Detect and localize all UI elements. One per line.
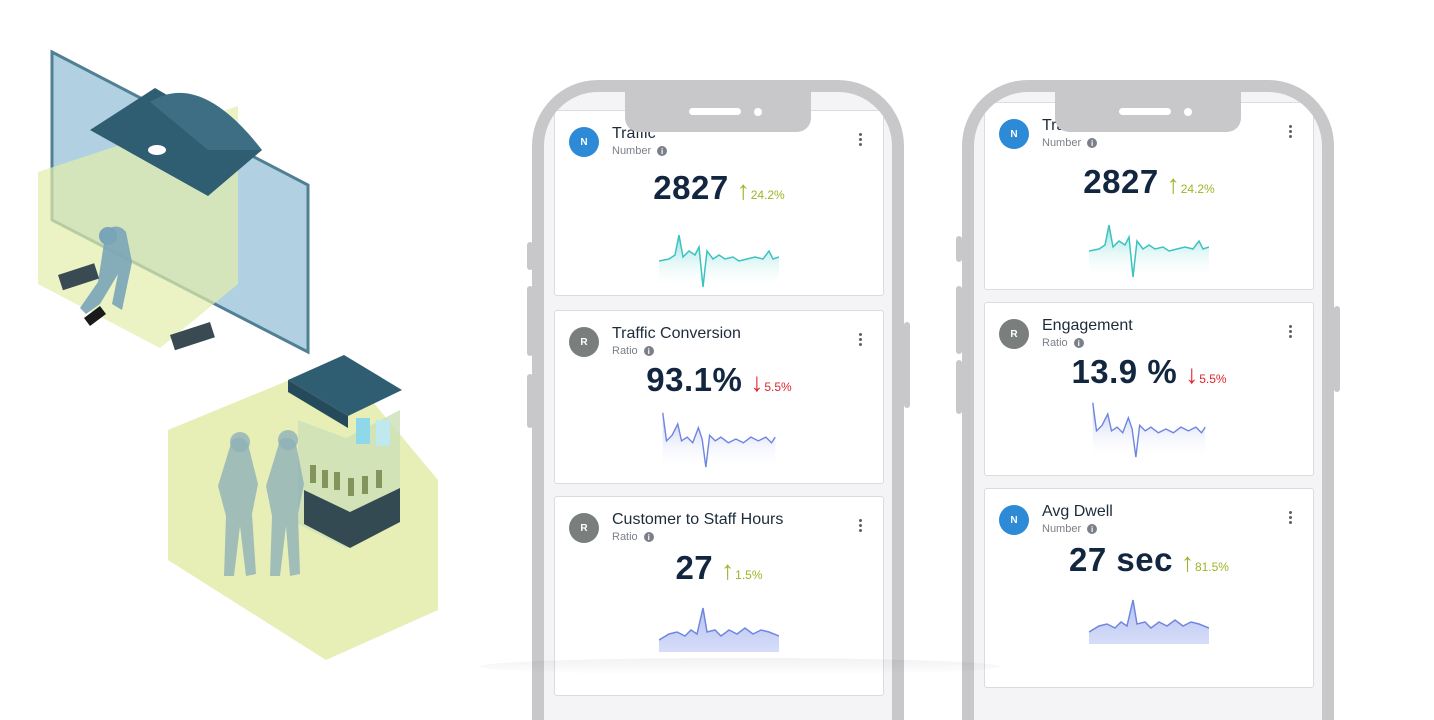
avatar: N — [569, 127, 599, 157]
metric-row: 2827 ↑ 24.2% — [555, 169, 883, 207]
shelf-scene — [168, 355, 438, 660]
subtitle-text: Number — [1042, 137, 1082, 149]
phone-side-button — [1334, 306, 1340, 392]
sparkline-blue-2 — [659, 607, 779, 652]
card-subtitle: Number i — [612, 145, 668, 157]
metric-card-avg-dwell[interactable]: N Avg Dwell Number i 27 sec ↑ 81.5% — [984, 488, 1314, 688]
card-title: Traffic Conversion — [612, 325, 741, 342]
card-title: Avg Dwell — [1042, 503, 1113, 520]
phone-side-button — [956, 286, 962, 354]
metric-row: 27 ↑ 1.5% — [555, 549, 883, 587]
sparkline-teal — [659, 234, 779, 289]
card-subtitle: Ratio i — [612, 531, 654, 543]
delta-percent: 5.5% — [1199, 372, 1227, 386]
phone-side-button — [956, 360, 962, 414]
info-icon[interactable]: i — [657, 146, 668, 156]
delta-percent: 5.5% — [764, 380, 792, 394]
metric-delta: ↓ 5.5% — [1185, 361, 1226, 387]
arrow-up-icon: ↑ — [736, 175, 750, 205]
phone-side-button — [527, 286, 533, 356]
phone-side-button — [904, 322, 910, 408]
avatar: R — [569, 327, 599, 357]
card-title: Customer to Staff Hours — [612, 511, 784, 528]
phone-mockup-left: N Traffic Number i 2827 ↑ 24.2% R Traffic … — [532, 80, 904, 720]
sparkline-blue — [1092, 402, 1206, 459]
subtitle-text: Number — [612, 145, 652, 157]
metric-card-customer-staff-hours[interactable]: R Customer to Staff Hours Ratio i 27 ↑ 1.5… — [554, 496, 884, 696]
avatar: N — [999, 505, 1029, 535]
delta-percent: 24.2% — [750, 188, 785, 202]
card-subtitle: Number i — [1042, 523, 1098, 535]
store-sensor-illustration — [38, 49, 438, 660]
kebab-menu-icon[interactable] — [859, 133, 863, 146]
kebab-menu-icon[interactable] — [1289, 511, 1293, 524]
info-icon[interactable]: i — [1073, 338, 1084, 348]
metric-value: 27 sec — [1069, 541, 1173, 578]
metric-value: 27 — [675, 549, 714, 586]
delta-percent: 81.5% — [1194, 560, 1229, 574]
speaker — [1119, 108, 1171, 115]
phone-side-button — [527, 242, 533, 270]
phone-side-button — [527, 374, 533, 428]
card-subtitle: Ratio i — [1042, 337, 1084, 349]
kebab-menu-icon[interactable] — [859, 333, 863, 346]
arrow-up-icon: ↑ — [1166, 169, 1180, 199]
metric-value: 93.1% — [646, 361, 743, 398]
subtitle-text: Ratio — [1042, 337, 1068, 349]
kebab-menu-icon[interactable] — [1289, 125, 1293, 138]
metric-delta: ↑ 24.2% — [1167, 171, 1215, 197]
avatar: N — [999, 119, 1029, 149]
subtitle-text: Ratio — [612, 345, 638, 357]
kebab-menu-icon[interactable] — [859, 519, 863, 532]
avatar: R — [999, 319, 1029, 349]
phone-notch — [1055, 92, 1241, 132]
card-subtitle: Number i — [1042, 137, 1098, 149]
card-title: Engagement — [1042, 317, 1133, 334]
metric-row: 27 sec ↑ 81.5% — [985, 541, 1313, 579]
delta-percent: 24.2% — [1180, 182, 1215, 196]
metric-card-engagement[interactable]: R Engagement Ratio i 13.9 % ↓ 5.5% — [984, 302, 1314, 476]
avatar: R — [569, 513, 599, 543]
arrow-up-icon: ↑ — [721, 555, 735, 585]
metric-row: 2827 ↑ 24.2% — [985, 163, 1313, 201]
phone-notch — [625, 92, 811, 132]
sparkline-teal — [1089, 224, 1209, 279]
metric-value: 13.9 % — [1071, 353, 1178, 390]
arrow-down-icon: ↓ — [1185, 359, 1199, 389]
arrow-up-icon: ↑ — [1180, 547, 1194, 577]
sparkline-blue-2 — [1089, 599, 1209, 644]
speaker — [689, 108, 741, 115]
metric-delta: ↑ 24.2% — [737, 177, 785, 203]
info-icon[interactable]: i — [643, 346, 654, 356]
phone-screen: N Traffic Number i 2827 ↑ 24.2% R Traffic … — [544, 92, 892, 720]
subtitle-text: Number — [1042, 523, 1082, 535]
phone-side-button — [956, 236, 962, 262]
floor-shadow — [480, 658, 1000, 675]
kebab-menu-icon[interactable] — [1289, 325, 1293, 338]
camera-icon — [1184, 108, 1192, 116]
doorway-scene — [38, 49, 310, 355]
metric-row: 93.1% ↓ 5.5% — [555, 361, 883, 399]
metric-row: 13.9 % ↓ 5.5% — [985, 353, 1313, 391]
delta-percent: 1.5% — [735, 568, 763, 582]
metric-card-traffic-conversion[interactable]: R Traffic Conversion Ratio i 93.1% ↓ 5.5% — [554, 310, 884, 484]
subtitle-text: Ratio — [612, 531, 638, 543]
sparkline-blue — [662, 412, 776, 469]
metric-value: 2827 — [653, 169, 729, 206]
info-icon[interactable]: i — [643, 532, 654, 542]
info-icon[interactable]: i — [1087, 138, 1098, 148]
metric-delta: ↓ 5.5% — [750, 369, 791, 395]
info-icon[interactable]: i — [1087, 524, 1098, 534]
arrow-down-icon: ↓ — [750, 367, 764, 397]
camera-icon — [754, 108, 762, 116]
metric-delta: ↑ 81.5% — [1181, 549, 1229, 575]
metric-delta: ↑ 1.5% — [721, 557, 762, 583]
metric-value: 2827 — [1083, 163, 1159, 200]
card-subtitle: Ratio i — [612, 345, 654, 357]
